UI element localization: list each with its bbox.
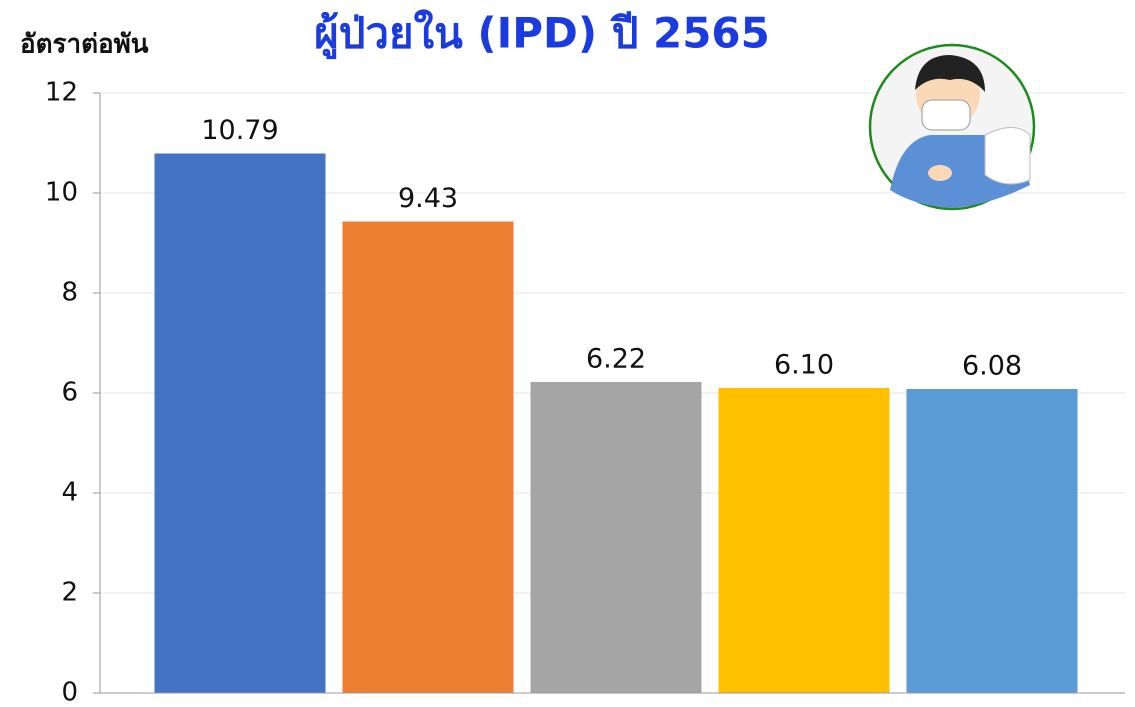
data-label: 9.43 [398,183,458,214]
data-label: 6.10 [774,350,834,381]
y-tick-label: 0 [61,678,78,707]
y-tick-label: 4 [61,478,78,508]
bar [530,382,702,693]
illustration [868,43,1036,211]
bar [718,388,890,693]
y-tick-label: 10 [45,178,78,208]
data-label: 10.79 [201,115,278,146]
bar [154,153,326,693]
bar [906,389,1078,693]
y-tick-label: 12 [45,78,78,108]
y-tick-label: 2 [61,578,78,608]
y-tick-label: 6 [61,378,78,408]
y-tick-label: 8 [61,278,78,308]
data-label: 6.22 [586,344,646,375]
bar [342,221,514,693]
data-label: 6.08 [962,351,1022,382]
y-axis-label: อัตราต่อพัน [20,30,149,60]
chart-title: ผู้ป่วยใน (IPD) ปี 2565 [314,9,770,60]
